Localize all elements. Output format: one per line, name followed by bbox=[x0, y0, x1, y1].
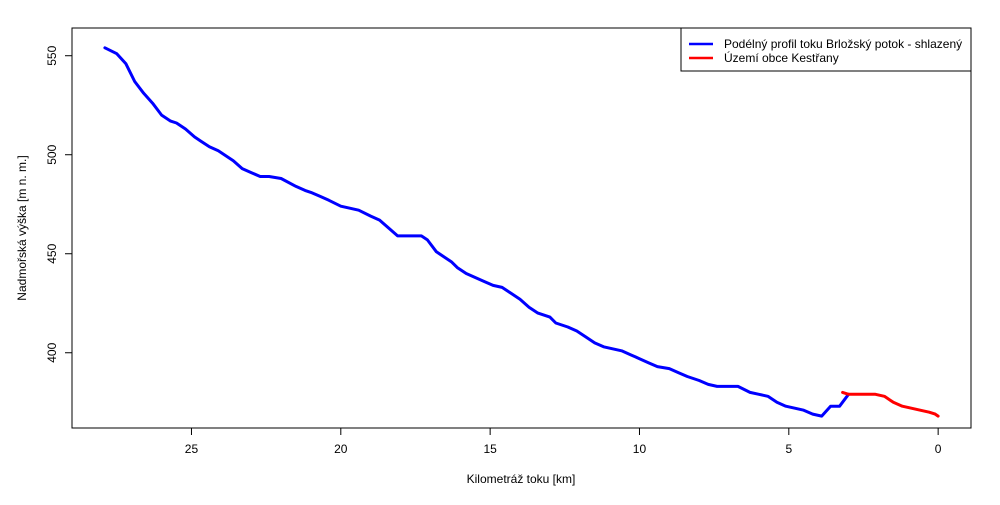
x-tick-label: 5 bbox=[785, 442, 792, 456]
series-layer bbox=[103, 46, 940, 418]
series-line-municipality bbox=[841, 390, 940, 418]
y-tick-label: 500 bbox=[45, 144, 59, 164]
x-tick-label: 15 bbox=[483, 442, 497, 456]
y-tick-label: 400 bbox=[45, 342, 59, 362]
legend-label-profile: Podélný profil toku Brložský potok - shl… bbox=[724, 37, 962, 51]
x-tick-label: 25 bbox=[185, 442, 199, 456]
legend: Podélný profil toku Brložský potok - shl… bbox=[680, 27, 972, 72]
x-tick-label: 20 bbox=[334, 442, 348, 456]
x-tick-label: 10 bbox=[633, 442, 647, 456]
legend-label-municipality: Území obce Kestřany bbox=[724, 50, 839, 65]
x-axis-label: Kilometráž toku [km] bbox=[467, 472, 576, 486]
y-tick-label: 550 bbox=[45, 45, 59, 65]
plot-frame bbox=[71, 27, 972, 429]
legend-box bbox=[680, 27, 972, 72]
x-tick-label: 0 bbox=[935, 442, 942, 456]
y-axis: 400 450 500 550 bbox=[45, 45, 73, 363]
series-line-profile bbox=[103, 46, 850, 418]
y-tick-label: 450 bbox=[45, 243, 59, 263]
y-axis-label: Nadmořská výška [m n. m.] bbox=[15, 155, 29, 300]
x-axis: 25 20 15 10 5 0 bbox=[185, 427, 942, 456]
